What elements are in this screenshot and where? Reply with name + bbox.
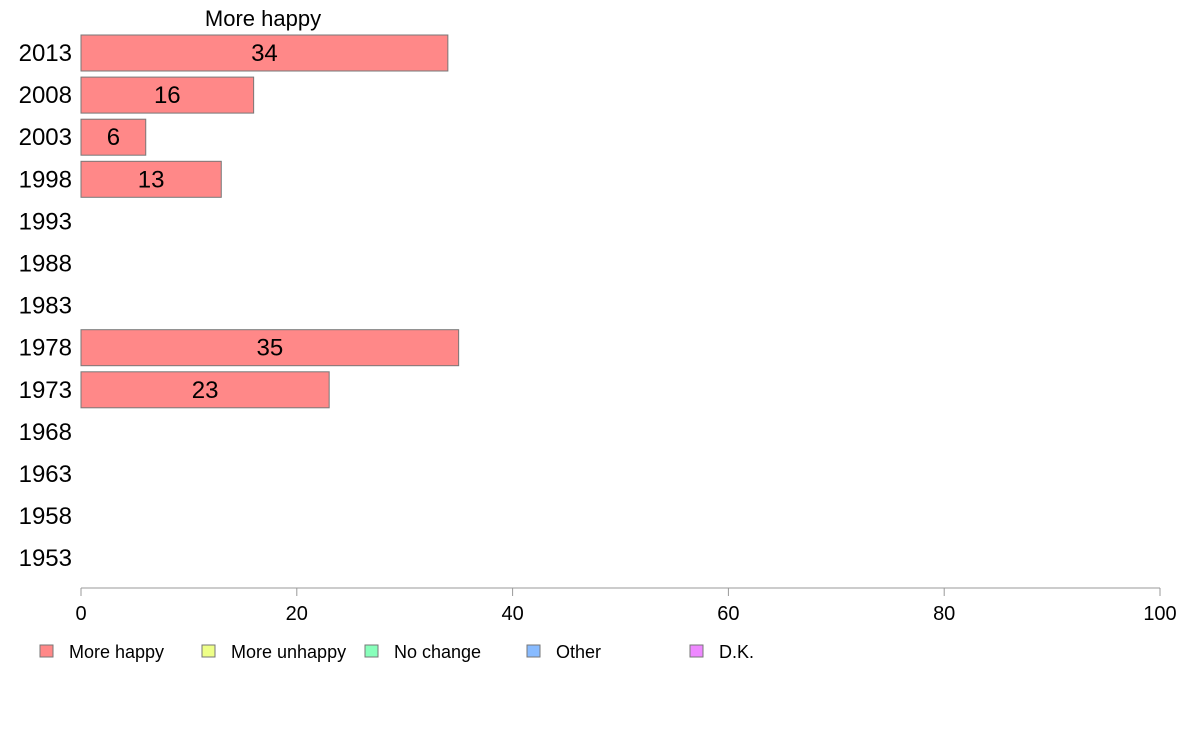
x-tick-label: 100 xyxy=(1143,603,1176,625)
legend-label: More unhappy xyxy=(231,642,346,662)
category-label: 2013 xyxy=(19,40,72,67)
legend-swatch xyxy=(689,644,704,658)
x-axis: 0 20 40 60 80 100 xyxy=(75,587,1177,625)
category-labels: 2013 2008 2003 1998 1993 1988 1983 1978 1973 1968… xyxy=(19,40,72,572)
x-tick-label: 20 xyxy=(286,603,308,625)
category-label: 2003 xyxy=(19,124,72,151)
category-label: 1953 xyxy=(19,545,72,572)
series-title: More happy xyxy=(205,6,321,31)
legend: More happy More unhappy No change Other D.K. xyxy=(39,642,754,662)
bars xyxy=(80,34,460,409)
legend-label: D.K. xyxy=(719,642,754,662)
legend-label: Other xyxy=(556,642,601,662)
x-tick-label: 60 xyxy=(717,603,739,625)
category-label: 1963 xyxy=(19,461,72,488)
bar xyxy=(80,371,330,409)
bar xyxy=(80,118,147,156)
bar-value-labels: 34 16 6 13 35 23 xyxy=(107,40,283,404)
category-label: 1958 xyxy=(19,503,72,530)
legend-swatch xyxy=(39,644,54,658)
bar-value-label: 6 xyxy=(107,124,120,151)
legend-swatch xyxy=(526,644,541,658)
legend-swatch xyxy=(364,644,379,658)
bar xyxy=(80,76,255,114)
category-label: 1993 xyxy=(19,208,72,235)
category-label: 2008 xyxy=(19,82,72,109)
bar-value-label: 34 xyxy=(251,40,278,67)
bar xyxy=(80,329,460,367)
category-label: 1978 xyxy=(19,335,72,362)
legend-swatch xyxy=(201,644,216,658)
x-tick-label: 40 xyxy=(501,603,523,625)
legend-label: No change xyxy=(394,642,481,662)
category-label: 1973 xyxy=(19,377,72,404)
bar-value-label: 35 xyxy=(256,335,283,362)
bar-value-label: 16 xyxy=(154,82,181,109)
bar-value-label: 23 xyxy=(192,377,219,404)
bar-value-label: 13 xyxy=(138,166,165,193)
category-label: 1998 xyxy=(19,166,72,193)
legend-label: More happy xyxy=(69,642,164,662)
category-label: 1968 xyxy=(19,419,72,446)
bar xyxy=(80,160,222,198)
category-label: 1988 xyxy=(19,251,72,278)
bar xyxy=(80,34,449,72)
x-tick-label: 80 xyxy=(933,603,955,625)
x-tick-label: 0 xyxy=(75,603,86,625)
category-label: 1983 xyxy=(19,293,72,320)
